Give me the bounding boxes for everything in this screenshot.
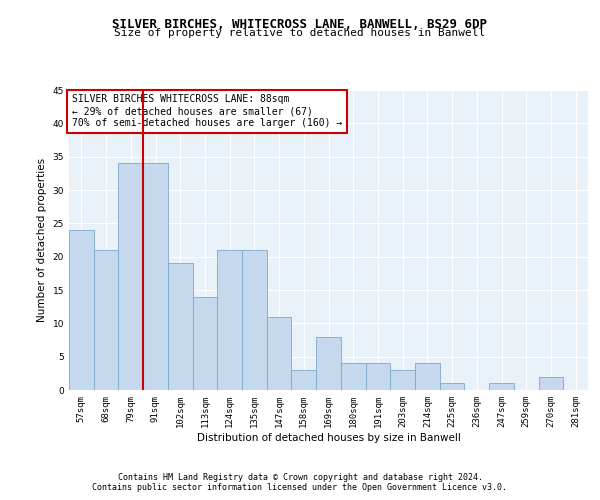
Bar <box>390 370 415 390</box>
Text: Contains public sector information licensed under the Open Government Licence v3: Contains public sector information licen… <box>92 484 508 492</box>
Bar <box>365 364 390 390</box>
Bar <box>168 264 193 390</box>
Bar <box>489 384 514 390</box>
Bar <box>193 296 217 390</box>
Bar <box>316 336 341 390</box>
Text: SILVER BIRCHES, WHITECROSS LANE, BANWELL, BS29 6DP: SILVER BIRCHES, WHITECROSS LANE, BANWELL… <box>113 18 487 30</box>
Bar <box>69 230 94 390</box>
Bar <box>217 250 242 390</box>
Bar <box>267 316 292 390</box>
Y-axis label: Number of detached properties: Number of detached properties <box>37 158 47 322</box>
Bar <box>341 364 365 390</box>
Bar <box>539 376 563 390</box>
Bar <box>118 164 143 390</box>
Bar <box>292 370 316 390</box>
Bar <box>94 250 118 390</box>
Bar <box>242 250 267 390</box>
Bar <box>415 364 440 390</box>
Text: Size of property relative to detached houses in Banwell: Size of property relative to detached ho… <box>115 28 485 38</box>
Text: Contains HM Land Registry data © Crown copyright and database right 2024.: Contains HM Land Registry data © Crown c… <box>118 472 482 482</box>
Bar <box>143 164 168 390</box>
Text: SILVER BIRCHES WHITECROSS LANE: 88sqm
← 29% of detached houses are smaller (67)
: SILVER BIRCHES WHITECROSS LANE: 88sqm ← … <box>71 94 342 128</box>
Bar <box>440 384 464 390</box>
X-axis label: Distribution of detached houses by size in Banwell: Distribution of detached houses by size … <box>197 432 460 442</box>
